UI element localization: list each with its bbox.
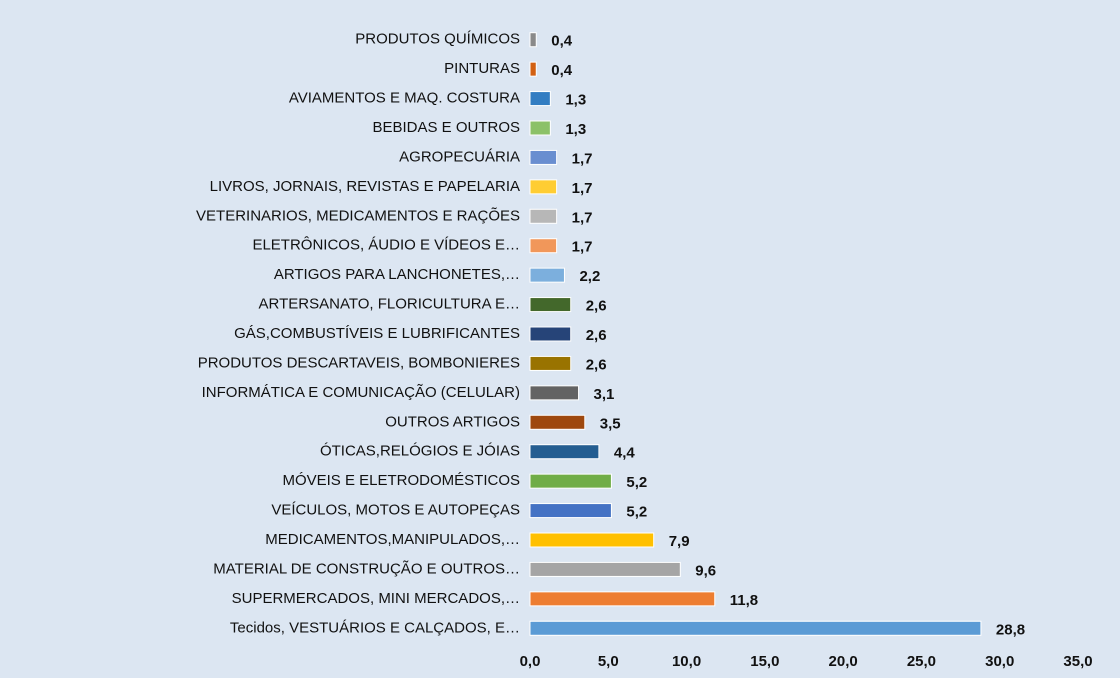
- value-label: 3,1: [594, 386, 615, 403]
- y-tick-label: OUTROS ARTIGOS: [385, 413, 520, 430]
- y-tick-label: ÓTICAS,RELÓGIOS E JÓIAS: [320, 443, 520, 460]
- y-tick-label: ELETRÔNICOS, ÁUDIO E VÍDEOS E…: [252, 237, 520, 254]
- value-label: 2,6: [586, 356, 607, 373]
- value-label: 4,4: [614, 445, 636, 462]
- x-tick-label: 10,0: [672, 653, 701, 670]
- y-tick-label: MÓVEIS E ELETRODOMÉSTICOS: [282, 472, 520, 489]
- bar: [529, 503, 612, 519]
- value-label: 5,2: [626, 504, 647, 521]
- y-tick-label: BEBIDAS E OUTROS: [372, 119, 520, 136]
- bar: [529, 620, 982, 636]
- y-tick-label: PRODUTOS QUÍMICOS: [355, 31, 520, 48]
- bar: [529, 444, 600, 460]
- bar: [529, 32, 537, 48]
- bar: [529, 120, 551, 136]
- value-label: 28,8: [996, 621, 1025, 638]
- value-label: 1,7: [572, 239, 593, 256]
- y-tick-label: ARTIGOS PARA LANCHONETES,…: [274, 266, 520, 283]
- x-tick-label: 0,0: [520, 653, 541, 670]
- value-label: 3,5: [600, 415, 621, 432]
- bar: [529, 414, 586, 430]
- y-tick-label: VETERINARIOS, MEDICAMENTOS E RAÇÕES: [196, 207, 520, 224]
- y-tick-label: Tecidos, VESTUÁRIOS E CALÇADOS, E…: [230, 619, 520, 636]
- bar: [529, 149, 558, 165]
- value-label: 7,9: [669, 533, 690, 550]
- y-tick-label: SUPERMERCADOS, MINI MERCADOS,…: [232, 590, 520, 607]
- bar: [529, 61, 537, 77]
- value-label: 2,2: [579, 268, 600, 285]
- value-label: 2,6: [586, 327, 607, 344]
- y-tick-label: AVIAMENTOS E MAQ. COSTURA: [289, 90, 520, 107]
- bar: [529, 326, 572, 342]
- value-label: 1,3: [565, 92, 586, 109]
- value-label: 0,4: [551, 33, 573, 50]
- value-label: 1,7: [572, 209, 593, 226]
- y-tick-label: PINTURAS: [444, 60, 520, 77]
- y-tick-label: PRODUTOS DESCARTAVEIS, BOMBONIERES: [198, 354, 520, 371]
- y-tick-label: MEDICAMENTOS,MANIPULADOS,…: [265, 531, 520, 548]
- bar: [529, 91, 551, 107]
- bar: [529, 561, 681, 577]
- x-tick-label: 30,0: [985, 653, 1014, 670]
- bar: [529, 208, 558, 224]
- x-tick-label: 35,0: [1063, 653, 1092, 670]
- y-tick-label: LIVROS, JORNAIS, REVISTAS E PAPELARIA: [210, 178, 520, 195]
- value-label: 1,3: [565, 121, 586, 138]
- bar: [529, 385, 580, 401]
- y-tick-label: MATERIAL DE CONSTRUÇÃO E OUTROS…: [213, 560, 520, 577]
- value-label: 11,8: [730, 592, 758, 609]
- bar: [529, 532, 655, 548]
- value-label: 1,7: [572, 150, 593, 167]
- y-tick-label: GÁS,COMBUSTÍVEIS E LUBRIFICANTES: [234, 325, 520, 342]
- bar: [529, 297, 572, 313]
- y-tick-label: INFORMÁTICA E COMUNICAÇÃO (CELULAR): [202, 384, 520, 401]
- value-label: 2,6: [586, 298, 607, 315]
- bar: [529, 473, 612, 489]
- value-label: 0,4: [551, 62, 573, 79]
- bar: [529, 179, 558, 195]
- value-label: 9,6: [695, 562, 716, 579]
- x-tick-label: 15,0: [750, 653, 779, 670]
- bar: [529, 267, 565, 283]
- bar: [529, 355, 572, 371]
- y-tick-label: AGROPECUÁRIA: [399, 148, 520, 165]
- value-label: 5,2: [626, 474, 647, 491]
- y-tick-label: ARTERSANATO, FLORICULTURA E…: [259, 296, 520, 313]
- x-tick-label: 5,0: [598, 653, 619, 670]
- bar: [529, 238, 558, 254]
- y-tick-label: VEÍCULOS, MOTOS E AUTOPEÇAS: [271, 502, 520, 519]
- x-tick-label: 20,0: [829, 653, 858, 670]
- value-label: 1,7: [572, 180, 593, 197]
- bar: [529, 591, 716, 607]
- x-tick-label: 25,0: [907, 653, 936, 670]
